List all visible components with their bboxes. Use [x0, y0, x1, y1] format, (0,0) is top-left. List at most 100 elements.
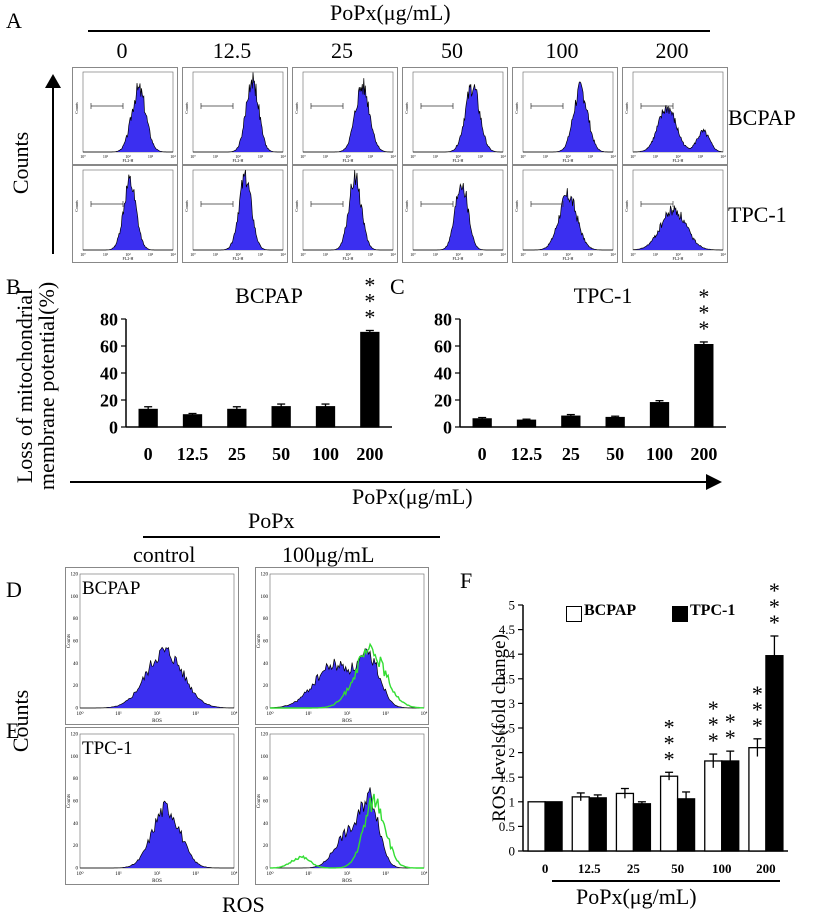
mini-y-label: Counts [67, 794, 72, 808]
bar [704, 760, 723, 852]
flow-histogram-a: Counts FL2-H 10⁰ 10¹ 10² 10³ 10⁴ [402, 165, 508, 263]
significance-star: * [364, 304, 375, 329]
flow-histogram-a-svg: Counts FL2-H 10⁰ 10¹ 10² 10³ 10⁴ [404, 169, 506, 261]
mini-x-tick: 10¹ [213, 154, 219, 159]
histogram-outline [633, 205, 723, 251]
mini-x-tick: 10⁰ [80, 252, 86, 257]
mini-x-tick: 10⁴ [500, 154, 506, 159]
mini-x-label: ROS [342, 719, 352, 724]
mini-y-tick: 0 [266, 867, 269, 872]
mini-y-tick: 100 [71, 755, 79, 760]
x-tick-label: 12.5 [578, 861, 601, 876]
significance-star: * [769, 610, 780, 635]
x-tick-label: 0 [144, 444, 153, 464]
mini-x-tick: 10¹ [323, 252, 329, 257]
mini-x-tick: 10⁰ [630, 154, 636, 159]
mini-y-label: Counts [404, 200, 409, 212]
mini-x-tick: 10⁰ [266, 871, 273, 877]
mini-x-label: FL2-H [123, 256, 134, 261]
mini-y-tick: 40 [73, 822, 79, 827]
panel-d-header: PoPx [248, 508, 295, 533]
mini-y-label: Counts [514, 200, 519, 212]
bar [615, 792, 635, 852]
mini-y-tick: 40 [263, 822, 269, 827]
mini-y-tick: 0 [266, 707, 269, 712]
mini-x-tick: 10⁴ [170, 154, 176, 159]
mini-y-tick: 20 [263, 684, 269, 689]
mini-x-tick: 10³ [698, 252, 704, 257]
panel-d-letter: D [6, 577, 22, 602]
histogram-outline [413, 183, 503, 251]
panel-d-cell-label-bcpap: BCPAP [82, 578, 141, 599]
histogram-fill [523, 188, 613, 250]
mini-x-tick: 10⁴ [280, 154, 286, 159]
mini-y-tick: 0 [76, 707, 79, 712]
histogram-outline [270, 648, 424, 709]
mini-x-tick: 10³ [478, 154, 484, 159]
bar [605, 416, 625, 428]
mini-y-tick: 120 [71, 573, 79, 578]
mini-x-label: FL2-H [453, 256, 464, 261]
histogram-fill [193, 72, 283, 152]
mini-x-tick: 10³ [588, 252, 594, 257]
mini-y-tick: 0 [76, 867, 79, 872]
mini-x-tick: 10² [675, 154, 681, 159]
significance-star: * [698, 284, 709, 309]
histogram-outline [523, 81, 613, 153]
legend-label-bcpap: BCPAP [584, 602, 637, 619]
mini-x-tick: 10² [565, 154, 571, 159]
panel-d-header-line [143, 536, 440, 538]
histogram-outline [193, 72, 283, 153]
histogram-fill [83, 83, 173, 152]
y-tick-label: 20 [100, 390, 118, 410]
panel-a-row-label-bcpap: BCPAP [728, 105, 796, 130]
mini-x-label: FL2-H [673, 256, 684, 261]
mini-x-tick: 10⁴ [280, 252, 286, 257]
x-tick-label: 100 [712, 861, 732, 876]
mini-x-tick: 10³ [368, 154, 374, 159]
histogram-outline [83, 174, 173, 251]
x-tick-label: 12.5 [177, 444, 209, 464]
mini-x-tick: 10⁴ [231, 871, 238, 877]
panel-f-ylabel: ROS levels(fold change) [489, 634, 510, 822]
flow-histogram-a: Counts FL2-H 10⁰ 10¹ 10² 10³ 10⁴ [292, 165, 398, 263]
mini-y-label: Counts [67, 634, 72, 648]
panel-a-conc-label: 12.5 [212, 38, 252, 63]
y-tick-label: 1 [509, 794, 516, 809]
flow-histogram-a: Counts FL2-H 10⁰ 10¹ 10² 10³ 10⁴ [292, 67, 398, 165]
x-tick-label: 50 [606, 444, 624, 464]
mini-x-tick: 10² [235, 154, 241, 159]
panel-a-conc-label: 0 [116, 38, 128, 63]
significance-star: * [752, 713, 763, 738]
mini-x-tick: 10⁰ [300, 154, 306, 159]
histogram-fill [270, 648, 424, 708]
bar [694, 343, 714, 428]
panel-a-conc-label: 25 [331, 38, 353, 63]
bar [588, 797, 607, 852]
bar [721, 760, 740, 852]
bar [649, 402, 670, 428]
mini-x-tick: 10¹ [103, 252, 109, 257]
histogram-fill [80, 647, 234, 708]
y-tick-label: 40 [434, 363, 452, 383]
x-tick-label: 12.5 [511, 444, 543, 464]
mini-x-tick: 10⁰ [80, 154, 86, 159]
mini-y-tick: 40 [263, 662, 269, 667]
significance-star: * [364, 288, 375, 313]
mini-x-tick: 10² [125, 252, 131, 257]
mini-y-tick: 100 [71, 595, 79, 600]
mini-y-label: Counts [74, 200, 79, 212]
mini-y-tick: 60 [263, 800, 269, 805]
panel-a-conc-label: 50 [441, 38, 463, 63]
flow-histogram-a: Counts FL2-H 10⁰ 10¹ 10² 10³ 10⁴ [512, 67, 618, 165]
panel-f-xlabel-line [552, 880, 780, 882]
mini-x-tick: 10⁰ [266, 711, 273, 717]
significance-star: * [769, 594, 780, 619]
flow-histogram-a: Counts FL2-H 10⁰ 10¹ 10² 10³ 10⁴ [72, 165, 178, 263]
mini-y-tick: 40 [73, 662, 79, 667]
x-tick-label: 0 [542, 861, 549, 876]
y-tick-label: 0 [109, 417, 118, 437]
mini-x-tick: 10² [455, 154, 461, 159]
mini-y-tick: 20 [73, 684, 79, 689]
